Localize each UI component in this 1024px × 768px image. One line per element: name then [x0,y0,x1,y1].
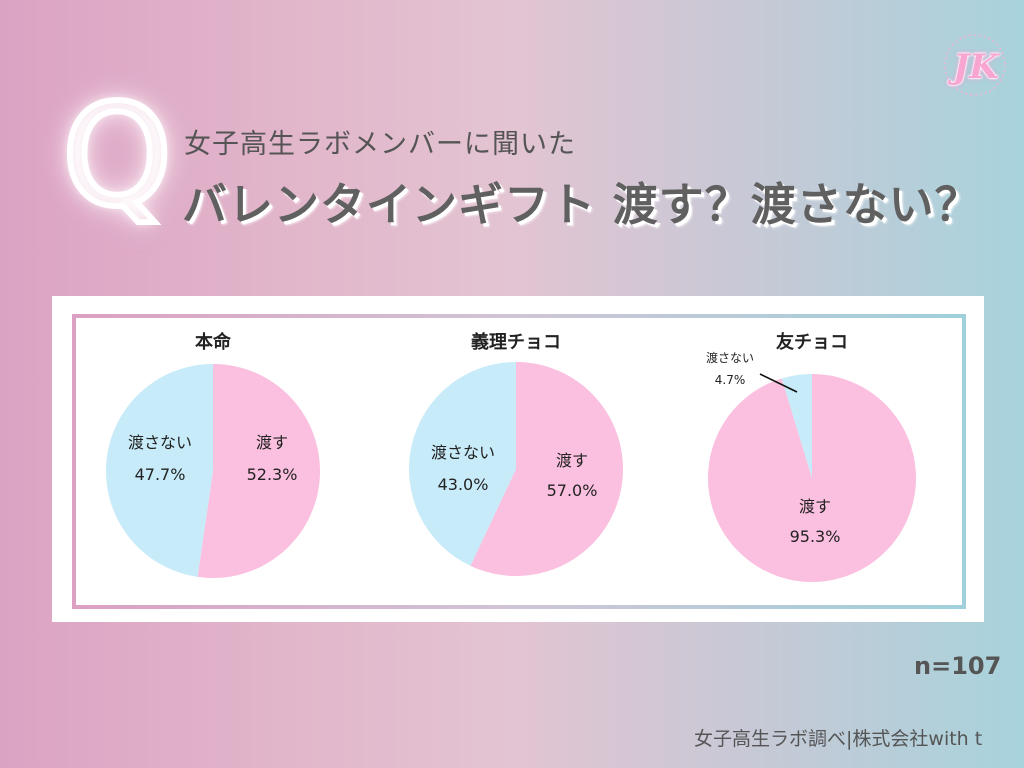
leader-line [759,373,798,393]
chart-title: 本命 [195,331,232,353]
pie-slice-not-give [409,362,516,566]
pie-slice-give [197,364,320,578]
pie-slice-give [470,362,623,576]
slice-label: 渡す [556,451,588,470]
subtitle: 女子高生ラボメンバーに聞いた [184,129,576,160]
chart-title: 友チョコ [776,331,848,353]
q-mark: Q [59,75,175,238]
pie-slice-not-give [105,364,213,577]
jk-logo-icon [944,34,1006,96]
slice-value: 43.0% [438,475,489,494]
source-credit: 女子高生ラボ調べ|株式会社with t [694,728,983,750]
slice-label: 渡す [256,433,288,452]
slice-value: 95.3% [790,527,841,546]
slice-label: 渡す [799,497,831,516]
jk-logo-text: JK [953,47,999,87]
slice-value: 57.0% [547,481,598,500]
slice-value: 47.7% [135,465,186,484]
slice-value: 52.3% [247,465,298,484]
sample-size: n=107 [914,652,1002,680]
slice-value: 4.7% [715,373,746,387]
page-title: バレンタインギフト 渡す？渡さない？ [182,178,981,231]
slice-label: 渡さない [706,350,754,365]
chart-title: 義理チョコ [471,331,561,353]
slice-label: 渡さない [128,433,192,452]
pie-slice-not-give [781,374,812,478]
slice-label: 渡さない [431,443,495,462]
